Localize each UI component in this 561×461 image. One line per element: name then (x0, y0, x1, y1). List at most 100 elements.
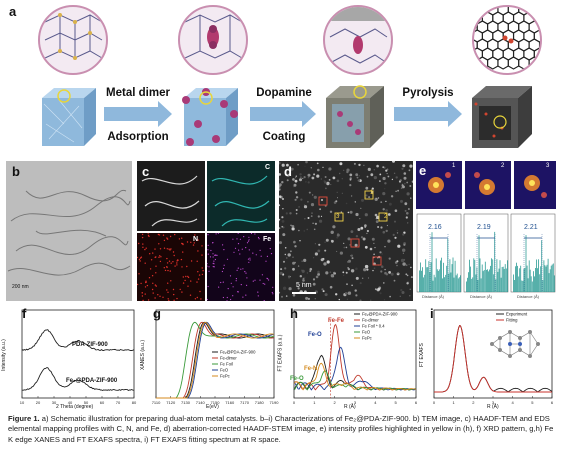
profile-bar (453, 277, 455, 292)
exafs-series-4 (293, 362, 417, 391)
profile-bar (493, 274, 495, 292)
panel-d-scalebar-line (292, 292, 316, 294)
profile-bar (551, 264, 553, 292)
profile-bar (476, 267, 478, 292)
axis-tick-label: 5 (395, 400, 398, 405)
profile-bar (425, 259, 427, 292)
stem-marker-2: 2 (384, 214, 388, 220)
axis-tick-label: 6 (551, 400, 554, 405)
panel-c-map-n (137, 233, 205, 301)
map-c-tag: C (265, 164, 271, 171)
coated-cage-drawing (325, 7, 391, 64)
profile-bar (435, 258, 437, 292)
profile-bar (552, 263, 554, 292)
profile-bar (514, 280, 515, 292)
exafs-ylabel: FT EXAFS (a.u.) (277, 334, 284, 372)
profile-bar (488, 271, 489, 292)
profile-bar (548, 273, 550, 292)
axis-tick-label: 70 (116, 400, 121, 405)
panel-e-label: e (419, 163, 427, 178)
panel-f-xrd-chart: 10 20 30 40 50 60 70 80 (20, 309, 137, 405)
fit-legend-label: Fitting (506, 318, 518, 323)
xanes-ylabel: XANES (a.u.) (140, 339, 147, 371)
profile-bar (500, 277, 502, 292)
xrd-series-bottom-label: Fe₂@PDA-ZIF-900 (66, 378, 118, 384)
exafs-annot-fe-fe: Fe-Fe (328, 318, 345, 324)
profile-bar (447, 238, 449, 292)
profile-bar (454, 260, 456, 292)
profile-bar (430, 262, 432, 292)
xrd-series-bottom (21, 367, 134, 392)
profile-bar (530, 276, 532, 292)
axis-tick-label: 7170 (240, 400, 250, 405)
profile-bar (469, 259, 470, 292)
exafs-xlabel: R (Å) (344, 404, 356, 410)
bubble-graphene (472, 5, 542, 75)
profile-bar (455, 275, 457, 292)
profile-xlabel-2: Distance (Å) (470, 294, 493, 299)
profile-bar (518, 276, 520, 292)
profile-bar (489, 269, 490, 292)
step-arrows (104, 101, 462, 127)
axis-tick-label: 3 (492, 400, 495, 405)
profile-bar (539, 274, 541, 292)
profile-bar (470, 266, 471, 292)
profile-bar (466, 281, 467, 292)
profile-bar (517, 265, 518, 292)
profile-bar (502, 266, 504, 292)
fit-axes (433, 309, 553, 399)
profile-bar (477, 279, 479, 292)
axis-tick-label: 7120 (166, 400, 176, 405)
xrd-ylabel: Intensity (a.u.) (0, 339, 7, 371)
profile-bar (536, 259, 537, 292)
panel-h-label: h (290, 306, 298, 321)
profile-bar (541, 240, 543, 292)
profile-bar (529, 269, 531, 292)
profile-bar (543, 260, 545, 292)
axis-tick-label: 3 (354, 400, 357, 405)
profile-bar (527, 278, 529, 292)
axis-tick-label: 5 (531, 400, 534, 405)
axis-tick-label: 0 (433, 400, 436, 405)
fit-experiment-curve (434, 325, 553, 393)
profile-bar (428, 261, 430, 292)
profile-bar (426, 267, 428, 292)
exafs-legend-label: Fe₂@PDA-ZIF-900 (362, 312, 398, 317)
profile-bar (491, 258, 492, 292)
profile-bar (484, 261, 486, 292)
axis-tick-label: 20 (36, 400, 41, 405)
profile-bar (549, 269, 551, 292)
profile-bar (497, 271, 499, 292)
profile-bar (468, 272, 469, 292)
profile-bar (533, 271, 534, 292)
profile-bar (498, 268, 500, 292)
axis-tick-label: 7150 (211, 400, 221, 405)
panel-a-label: a (9, 4, 17, 19)
profile-bar (495, 279, 497, 292)
graphene-lattice-drawing (474, 7, 540, 70)
step1-label-line2: Adsorption (107, 131, 169, 143)
fit-fitting-curve (434, 325, 552, 393)
xanes-legend-label: FePc (220, 374, 230, 379)
profile-bar (419, 270, 420, 292)
profile-bar (544, 265, 546, 292)
stem-highlight-box (350, 238, 360, 248)
xanes-series-4 (156, 321, 275, 399)
profile-bar (478, 235, 480, 292)
axis-tick-label: 80 (132, 400, 137, 405)
profile-distance-1: 2.16 (428, 224, 442, 231)
profile-bar (448, 273, 450, 292)
cube-zif (34, 84, 100, 150)
exafs-annot-fe-n: Fe-N (304, 366, 318, 372)
arrow-1 (104, 101, 172, 127)
profile-bar (547, 258, 549, 292)
profile-bar (531, 281, 533, 292)
profile-bar (479, 258, 481, 292)
panel-c-haadf (137, 161, 205, 231)
exafs-series-2 (293, 346, 417, 391)
profile-bar (522, 280, 524, 292)
profile-bar (444, 277, 445, 292)
xanes-xlabel: E(eV) (206, 404, 219, 410)
axis-tick-label: 4 (512, 400, 515, 405)
